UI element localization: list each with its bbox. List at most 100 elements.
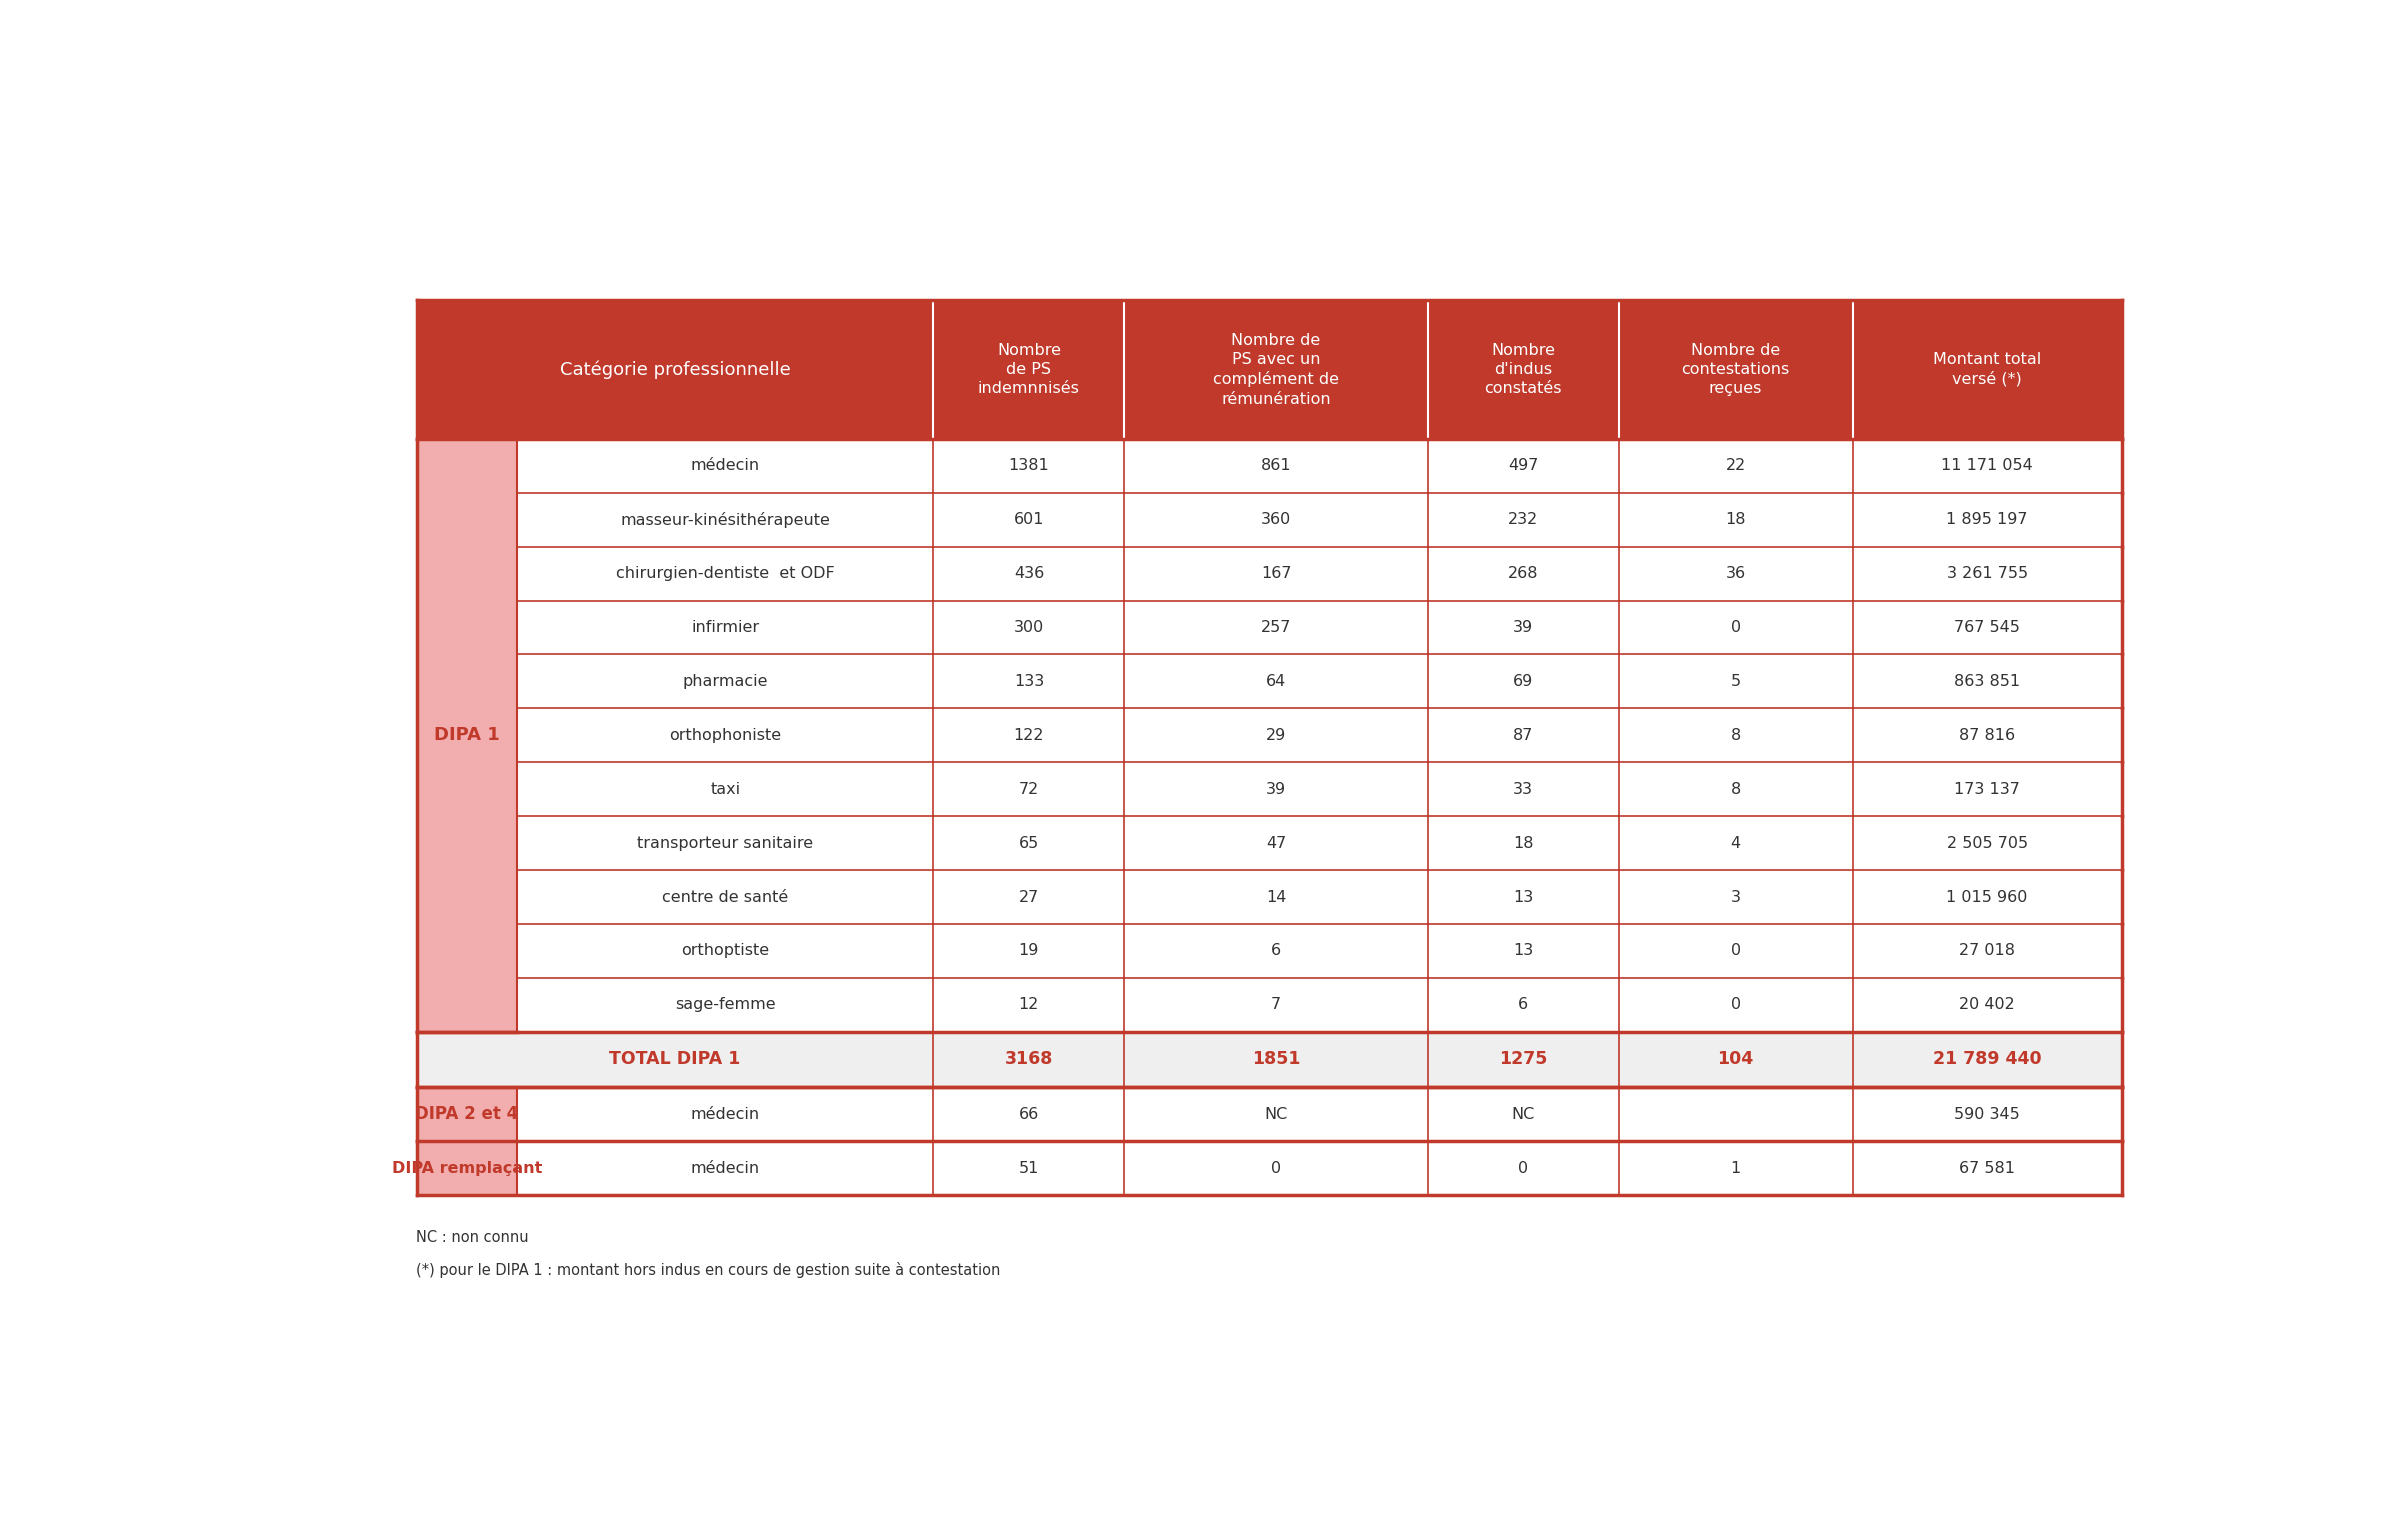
Text: NC : non connu: NC : non connu (416, 1229, 528, 1245)
Bar (516, 978, 2121, 1031)
Bar (516, 871, 2121, 924)
Text: 268: 268 (1508, 566, 1537, 581)
Text: 27 018: 27 018 (1960, 943, 2015, 958)
Text: 173 137: 173 137 (1955, 781, 2020, 796)
Text: 18: 18 (1513, 836, 1532, 851)
Text: pharmacie: pharmacie (682, 674, 769, 689)
Text: 0: 0 (1271, 1161, 1280, 1175)
Text: 19: 19 (1018, 943, 1040, 958)
Bar (516, 816, 2121, 871)
Text: NC: NC (1263, 1107, 1287, 1122)
Text: 69: 69 (1513, 674, 1532, 689)
Text: 29: 29 (1266, 728, 1285, 743)
Bar (516, 547, 2121, 601)
Text: 13: 13 (1513, 890, 1532, 904)
Bar (516, 762, 2121, 816)
Text: 13: 13 (1513, 943, 1532, 958)
Text: Nombre
de PS
indemnnisés: Nombre de PS indemnnisés (978, 342, 1081, 397)
Bar (516, 1142, 2121, 1195)
Text: 8: 8 (1729, 781, 1741, 796)
Text: orthophoniste: orthophoniste (670, 728, 781, 743)
Text: infirmier: infirmier (692, 621, 759, 634)
Text: 7: 7 (1271, 998, 1280, 1013)
Text: Nombre de
PS avec un
complément de
rémunération: Nombre de PS avec un complément de rémun… (1213, 333, 1338, 407)
Text: 33: 33 (1513, 781, 1532, 796)
Bar (516, 654, 2121, 709)
Text: 2 505 705: 2 505 705 (1946, 836, 2027, 851)
Text: 0: 0 (1729, 943, 1741, 958)
Text: (*) pour le DIPA 1 : montant hors indus en cours de gestion suite à contestation: (*) pour le DIPA 1 : montant hors indus … (416, 1263, 1002, 1278)
Text: 39: 39 (1266, 781, 1285, 796)
Bar (416, 300, 2121, 439)
Text: 133: 133 (1014, 674, 1045, 689)
Text: 497: 497 (1508, 459, 1537, 474)
Text: 11 171 054: 11 171 054 (1941, 459, 2032, 474)
Text: 5: 5 (1729, 674, 1741, 689)
Text: 1381: 1381 (1009, 459, 1050, 474)
Text: 47: 47 (1266, 836, 1285, 851)
Text: 20 402: 20 402 (1960, 998, 2015, 1013)
Bar (416, 1031, 2121, 1087)
Text: 51: 51 (1018, 1161, 1040, 1175)
Bar (416, 1087, 516, 1142)
Text: DIPA 2 et 4: DIPA 2 et 4 (416, 1105, 519, 1123)
Text: médecin: médecin (692, 459, 759, 474)
Text: 232: 232 (1508, 512, 1537, 527)
Bar (516, 492, 2121, 547)
Bar (516, 439, 2121, 492)
Text: transporteur sanitaire: transporteur sanitaire (637, 836, 814, 851)
Text: 1 015 960: 1 015 960 (1946, 890, 2027, 904)
Text: 1275: 1275 (1499, 1051, 1547, 1069)
Text: 590 345: 590 345 (1955, 1107, 2020, 1122)
Text: 257: 257 (1261, 621, 1292, 634)
Text: 18: 18 (1725, 512, 1746, 527)
Text: 4: 4 (1729, 836, 1741, 851)
Text: orthoptiste: orthoptiste (682, 943, 769, 958)
Text: 87: 87 (1513, 728, 1532, 743)
Text: 104: 104 (1717, 1051, 1753, 1069)
Bar (516, 709, 2121, 762)
Text: chirurgien-dentiste  et ODF: chirurgien-dentiste et ODF (615, 566, 836, 581)
Text: 12: 12 (1018, 998, 1040, 1013)
Text: 87 816: 87 816 (1960, 728, 2015, 743)
Text: DIPA remplaçant: DIPA remplaçant (392, 1161, 543, 1175)
Text: Catégorie professionnelle: Catégorie professionnelle (560, 360, 790, 378)
Text: 601: 601 (1014, 512, 1045, 527)
Text: centre de santé: centre de santé (663, 890, 788, 904)
Bar (416, 439, 516, 1031)
Text: 122: 122 (1014, 728, 1045, 743)
Text: 3168: 3168 (1004, 1051, 1052, 1069)
Text: 0: 0 (1729, 621, 1741, 634)
Bar (516, 924, 2121, 978)
Text: 861: 861 (1261, 459, 1292, 474)
Text: 0: 0 (1518, 1161, 1528, 1175)
Text: 3 261 755: 3 261 755 (1946, 566, 2027, 581)
Text: 300: 300 (1014, 621, 1045, 634)
Text: DIPA 1: DIPA 1 (435, 727, 500, 745)
Text: TOTAL DIPA 1: TOTAL DIPA 1 (610, 1051, 740, 1069)
Text: 8: 8 (1729, 728, 1741, 743)
Text: masseur-kinésithérapeute: masseur-kinésithérapeute (620, 512, 831, 528)
Text: 360: 360 (1261, 512, 1292, 527)
Text: 27: 27 (1018, 890, 1040, 904)
Text: sage-femme: sage-femme (675, 998, 776, 1013)
Bar (516, 601, 2121, 654)
Text: 72: 72 (1018, 781, 1040, 796)
Text: médecin: médecin (692, 1161, 759, 1175)
Text: Nombre
d'indus
constatés: Nombre d'indus constatés (1484, 342, 1561, 397)
Text: 167: 167 (1261, 566, 1292, 581)
Text: 3: 3 (1729, 890, 1741, 904)
Text: 67 581: 67 581 (1960, 1161, 2015, 1175)
Text: 21 789 440: 21 789 440 (1934, 1051, 2042, 1069)
Bar (416, 1142, 516, 1195)
Text: 767 545: 767 545 (1955, 621, 2020, 634)
Text: médecin: médecin (692, 1107, 759, 1122)
Text: 1: 1 (1729, 1161, 1741, 1175)
Text: 436: 436 (1014, 566, 1045, 581)
Text: 22: 22 (1725, 459, 1746, 474)
Text: 65: 65 (1018, 836, 1040, 851)
Text: 1851: 1851 (1251, 1051, 1299, 1069)
Text: 1 895 197: 1 895 197 (1946, 512, 2027, 527)
Text: NC: NC (1511, 1107, 1535, 1122)
Bar (516, 1087, 2121, 1142)
